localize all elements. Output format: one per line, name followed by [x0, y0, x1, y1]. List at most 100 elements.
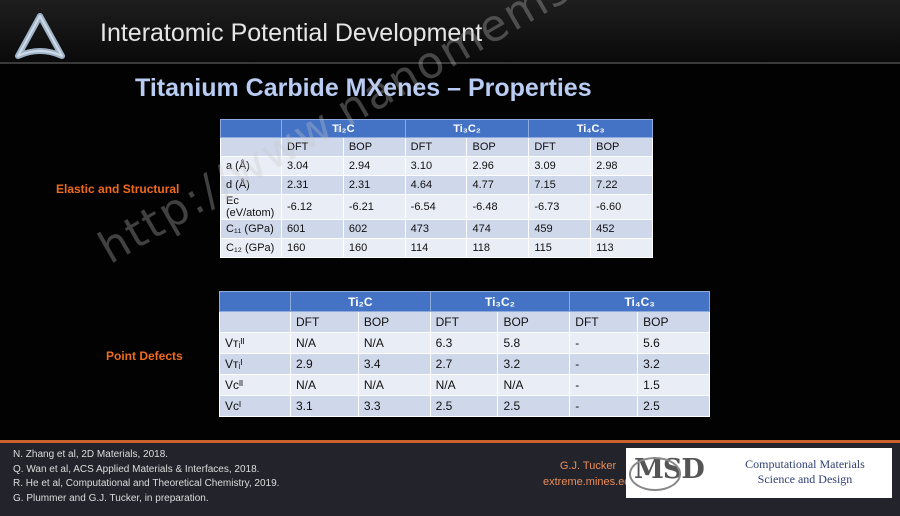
- value-cell: 114: [404, 238, 468, 258]
- value-cell: 2.7: [429, 353, 499, 375]
- value-cell: N/A: [497, 374, 571, 396]
- value-cell: 1.5: [637, 374, 710, 396]
- mines-logo-icon: [15, 13, 65, 59]
- row-label-cell: C₁₁ (GPa): [220, 219, 282, 239]
- value-cell: 2.5: [429, 395, 499, 417]
- reference-item: G. Plummer and G.J. Tucker, in preparati…: [13, 492, 209, 504]
- row-label-cell: d (Å): [220, 175, 282, 195]
- point-defects-table: Ti₂C Ti₃C₂ Ti₄C₃ DFT BOP DFT BOP DFT BOP Vᴛᵢᴵᴵ…: [219, 291, 710, 417]
- subheader-cell: DFT: [569, 311, 639, 333]
- author-block: G.J. Tucker extreme.mines.edu: [543, 458, 637, 490]
- subheader-cell: BOP: [497, 311, 571, 333]
- value-cell: 473: [404, 219, 468, 239]
- value-cell: 5.6: [637, 332, 710, 354]
- value-cell: 3.1: [290, 395, 359, 417]
- column-header: [219, 291, 291, 312]
- group-name-line2: Science and Design: [757, 472, 853, 486]
- table-row: d (Å) 2.31 2.31 4.64 4.77 7.15 7.22: [220, 175, 653, 195]
- subheader-row: DFT BOP DFT BOP DFT BOP: [219, 311, 710, 333]
- value-cell: 3.10: [404, 156, 468, 176]
- table-row: Vᴛᵢᴵᴵ N/A N/A 6.3 5.8-5.6: [219, 332, 710, 354]
- subheader-cell: DFT: [404, 137, 468, 157]
- reference-item: N. Zhang et al, 2D Materials, 2018.: [13, 449, 169, 460]
- table-row: Vᴛᵢᴵ 2.9 3.4 2.7 3.2-3.2: [219, 353, 710, 375]
- value-cell: -: [569, 374, 639, 396]
- value-cell: 6.3: [429, 332, 499, 354]
- value-cell: N/A: [290, 332, 359, 354]
- value-cell: -6.12: [281, 194, 344, 220]
- value-cell: 2.31: [342, 175, 406, 195]
- elastic-label: Elastic and Structural: [56, 182, 180, 196]
- value-cell: -6.60: [590, 194, 653, 220]
- row-label-cell: Vᴄᴵ: [219, 395, 291, 417]
- website: extreme.mines.edu: [543, 476, 637, 488]
- value-cell: 3.2: [637, 353, 710, 375]
- reference-item: Q. Wan et al, ACS Applied Materials & In…: [13, 463, 260, 475]
- value-cell: N/A: [429, 374, 499, 396]
- table-row: Vᴄᴵ 3.1 3.3 2.5 2.5-2.5: [219, 395, 710, 417]
- value-cell: 474: [466, 219, 530, 239]
- column-header: Ti₄C₃: [528, 119, 653, 138]
- table-row: Eᴄ (eV/atom) -6.12 -6.21 -6.54 -6.48 -6.73 -6.…: [220, 194, 653, 220]
- value-cell: 452: [590, 219, 653, 239]
- value-cell: 118: [466, 238, 530, 258]
- value-cell: N/A: [357, 374, 431, 396]
- value-cell: 5.8: [497, 332, 571, 354]
- value-cell: 3.04: [281, 156, 344, 176]
- value-cell: 2.94: [342, 156, 406, 176]
- defects-label: Point Defects: [106, 349, 183, 363]
- subheader-cell: [219, 311, 291, 333]
- value-cell: 2.9: [290, 353, 359, 375]
- row-label-cell: C₁₂ (GPa): [220, 238, 282, 258]
- value-cell: -: [569, 332, 639, 354]
- table-row: a (Å) 3.04 2.94 3.10 2.96 3.09 2.98: [220, 156, 653, 176]
- row-label-cell: Vᴛᵢᴵ: [219, 353, 291, 375]
- msd-logo-box: MSD Computational Materials Science and …: [626, 448, 892, 498]
- elastic-properties-table: Ti₂C Ti₃C₂ Ti₄C₃ DFT BOP DFT BOP DFT BOP a (Å)…: [220, 119, 653, 258]
- value-cell: 113: [590, 238, 653, 258]
- column-header: Ti₃C₂: [404, 119, 530, 138]
- value-cell: 4.64: [404, 175, 468, 195]
- subheader-cell: BOP: [466, 137, 530, 157]
- subheader-cell: BOP: [590, 137, 653, 157]
- value-cell: 3.4: [357, 353, 431, 375]
- value-cell: N/A: [290, 374, 359, 396]
- msd-logo: MSD: [629, 454, 705, 491]
- references: N. Zhang et al, 2D Materials, 2018. Q. W…: [13, 448, 279, 506]
- subheader-cell: BOP: [637, 311, 710, 333]
- value-cell: N/A: [357, 332, 431, 354]
- subheader-cell: DFT: [281, 137, 344, 157]
- row-label-cell: Eᴄ (eV/atom): [220, 194, 282, 220]
- subheader-cell: BOP: [357, 311, 431, 333]
- value-cell: -: [569, 353, 639, 375]
- value-cell: -6.73: [528, 194, 592, 220]
- table-row: C₁₁ (GPa) 601 602 473 474 459 452: [220, 219, 653, 239]
- value-cell: 2.31: [281, 175, 344, 195]
- value-cell: 459: [528, 219, 592, 239]
- value-cell: 2.5: [497, 395, 571, 417]
- row-label-cell: a (Å): [220, 156, 282, 176]
- value-cell: 2.96: [466, 156, 530, 176]
- slide-title: Titanium Carbide MXenes – Properties: [135, 74, 592, 102]
- column-header: Ti₄C₃: [569, 291, 710, 312]
- group-name: Computational Materials Science and Desi…: [730, 457, 880, 487]
- table-header-row: Ti₂C Ti₃C₂ Ti₄C₃: [219, 291, 710, 312]
- value-cell: -: [569, 395, 639, 417]
- value-cell: 3.3: [357, 395, 431, 417]
- value-cell: 7.15: [528, 175, 592, 195]
- subheader-row: DFT BOP DFT BOP DFT BOP: [220, 137, 653, 157]
- author-name: G.J. Tucker: [559, 460, 617, 472]
- value-cell: -6.54: [404, 194, 468, 220]
- group-name-line1: Computational Materials: [745, 457, 865, 471]
- subheader-cell: DFT: [290, 311, 359, 333]
- subheader-cell: DFT: [528, 137, 592, 157]
- row-label-cell: Vᴛᵢᴵᴵ: [219, 332, 291, 354]
- value-cell: 3.2: [497, 353, 571, 375]
- section-title: Interatomic Potential Development: [100, 19, 483, 47]
- value-cell: -6.21: [342, 194, 406, 220]
- subheader-cell: BOP: [342, 137, 406, 157]
- value-cell: 4.77: [466, 175, 530, 195]
- value-cell: 7.22: [590, 175, 653, 195]
- header-bar: [0, 0, 900, 64]
